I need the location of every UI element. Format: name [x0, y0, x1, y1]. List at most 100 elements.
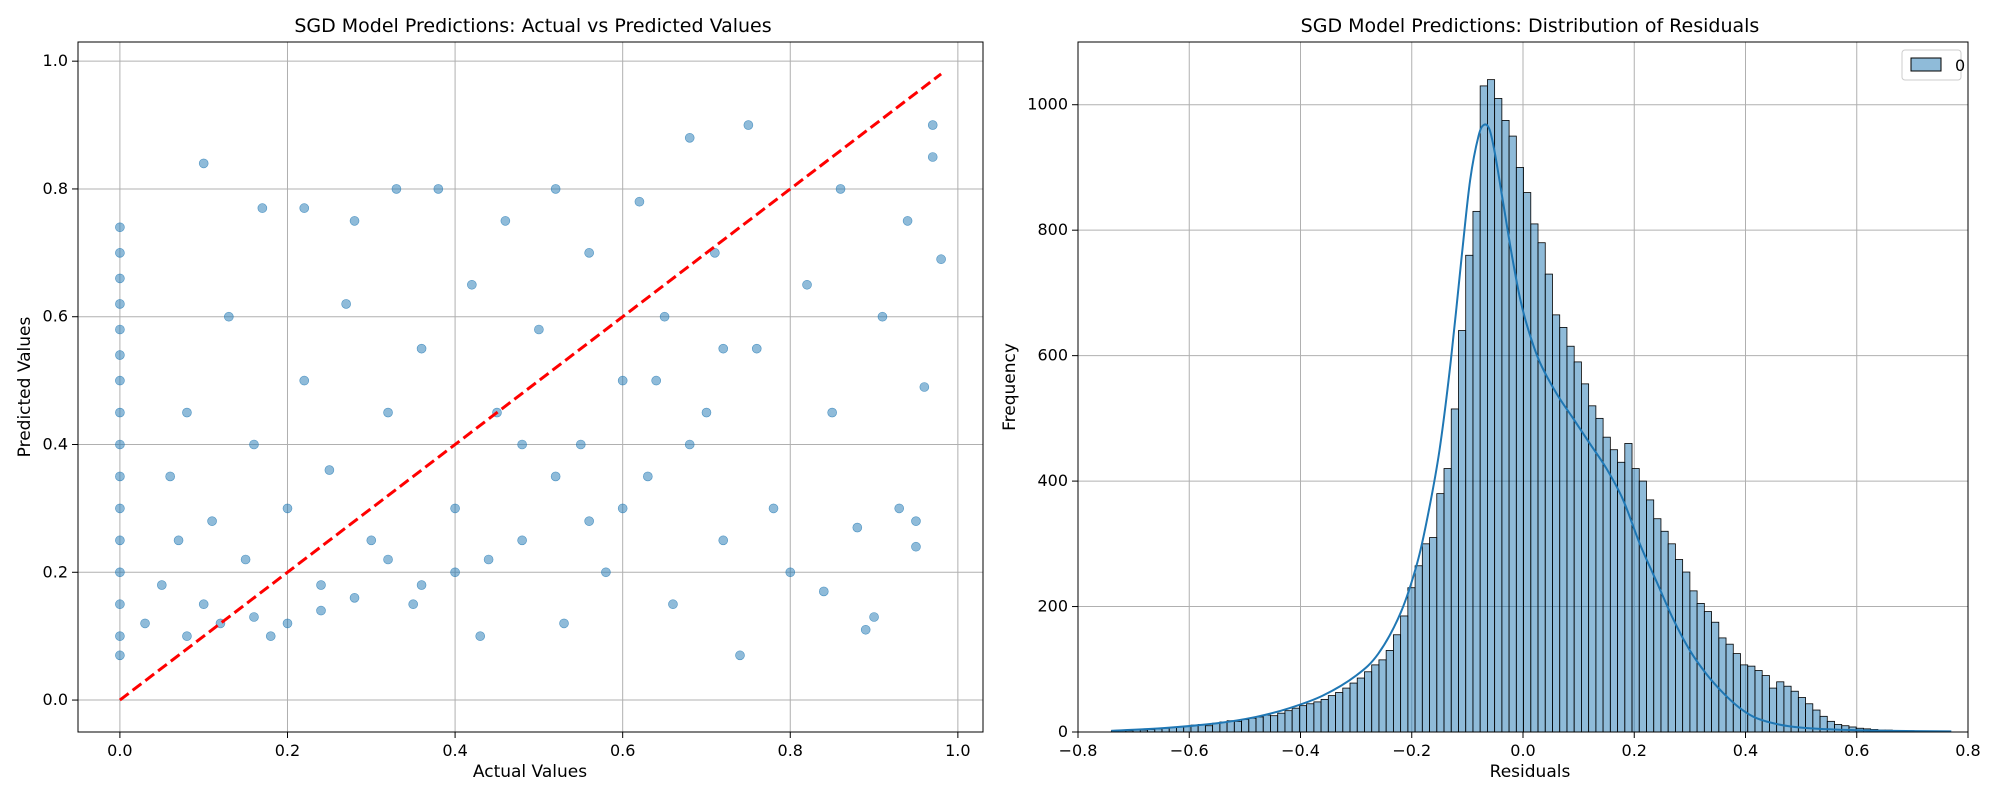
scatter-point	[643, 471, 653, 482]
scatter-point	[416, 580, 427, 590]
scatter-x-axis-label: Actual Values	[473, 762, 587, 782]
scatter-point	[894, 503, 905, 514]
histogram-bar	[1320, 698, 1329, 733]
histogram-y-ticks: 0 200 400 600 800 1000	[1027, 95, 1078, 741]
histogram-bar	[1284, 710, 1293, 733]
histogram-bar	[1407, 587, 1416, 733]
scatter-point	[559, 618, 569, 629]
scatter-point	[115, 631, 125, 641]
scatter-point	[156, 580, 167, 590]
scatter-point	[927, 152, 938, 162]
x-tick-label: 0.0	[1510, 741, 1535, 760]
y-tick-label: 0	[1058, 722, 1068, 741]
legend-swatch	[1910, 57, 1942, 72]
y-tick-label: 0.0	[43, 690, 68, 709]
scatter-panel: SGD Model Predictions: Actual vs Predict…	[15, 15, 984, 782]
histogram-bar	[1559, 327, 1568, 733]
scatter-point	[299, 203, 310, 213]
x-tick-label: 0.0	[107, 741, 132, 760]
scatter-point	[550, 471, 561, 482]
scatter-point	[316, 580, 326, 590]
scatter-point	[282, 503, 293, 514]
x-tick-label: −0.4	[1281, 741, 1320, 760]
scatter-point	[936, 254, 946, 265]
histogram-bar	[1631, 468, 1640, 733]
scatter-point	[483, 554, 494, 565]
histogram-bar	[1624, 443, 1633, 733]
scatter-point	[115, 299, 125, 309]
histogram-bar	[1306, 703, 1315, 733]
x-tick-label: 0.6	[610, 741, 635, 760]
scatter-grid	[78, 42, 983, 732]
histogram-bar	[1740, 664, 1749, 733]
y-tick-label: 1.0	[43, 51, 68, 70]
scatter-point	[115, 222, 125, 233]
histogram-bar	[1595, 417, 1604, 733]
histogram-bar	[1834, 724, 1843, 733]
scatter-point	[433, 184, 444, 194]
kde-curve	[1111, 123, 1952, 733]
x-tick-label: −0.2	[1392, 741, 1431, 760]
histogram-bar	[1262, 714, 1271, 733]
histogram-bar	[1508, 135, 1517, 733]
histogram-bar	[1277, 712, 1286, 733]
scatter-point	[500, 216, 511, 226]
scatter-point	[115, 650, 125, 661]
x-tick-label: 0.8	[1955, 741, 1980, 760]
legend-label: 0	[1955, 56, 1965, 75]
histogram-bar	[1364, 671, 1373, 733]
scatter-point	[257, 203, 268, 213]
y-tick-label: 400	[1037, 471, 1068, 490]
x-tick-label: 0.4	[442, 741, 467, 760]
x-tick-label: 0.4	[1733, 741, 1758, 760]
scatter-point	[115, 324, 125, 335]
histogram-bar	[1537, 242, 1546, 733]
scatter-point	[475, 631, 486, 641]
scatter-point	[668, 599, 678, 610]
histogram-bar	[1414, 565, 1423, 733]
histogram-bar	[1313, 701, 1322, 733]
scatter-point	[316, 605, 326, 616]
x-tick-label: −0.8	[1059, 741, 1098, 760]
scatter-point	[383, 554, 393, 565]
histogram-bar	[1255, 716, 1264, 733]
histogram-title: SGD Model Predictions: Distribution of R…	[1301, 15, 1760, 37]
scatter-point	[701, 407, 712, 418]
scatter-point	[743, 120, 754, 130]
histogram-bar	[1458, 330, 1467, 733]
histogram-bar	[1725, 643, 1734, 733]
x-tick-label: 0.8	[778, 741, 803, 760]
scatter-point	[802, 279, 812, 290]
scatter-point	[115, 599, 125, 610]
histogram-bar	[1443, 468, 1452, 733]
histogram-bar	[1241, 719, 1250, 733]
scatter-point	[299, 375, 310, 386]
scatter-point	[115, 535, 125, 546]
scatter-point	[115, 248, 125, 258]
scatter-point	[927, 120, 938, 130]
scatter-point	[207, 516, 217, 526]
scatter-point	[785, 567, 796, 578]
histogram-bar	[1682, 571, 1691, 733]
histogram-bar	[1378, 659, 1387, 733]
y-tick-label: 600	[1037, 346, 1068, 365]
histogram-kde-layer	[1111, 123, 1952, 733]
histogram-bar	[1566, 345, 1575, 733]
histogram-bar	[1400, 615, 1409, 733]
histogram-bar	[1349, 682, 1358, 733]
scatter-y-ticks: 0.0 0.2 0.4 0.6 0.8 1.0	[43, 51, 78, 709]
histogram-bar	[1436, 493, 1445, 733]
scatter-point	[575, 439, 586, 450]
scatter-point	[115, 273, 125, 284]
reference-line	[118, 72, 943, 702]
scatter-axes-frame	[77, 41, 984, 733]
histogram-bar	[1523, 192, 1532, 733]
scatter-x-ticks: 0.0 0.2 0.4 0.6 0.8 1.0	[107, 732, 971, 760]
histogram-bar	[1204, 725, 1214, 733]
histogram-bar	[1552, 314, 1561, 733]
y-tick-label: 1000	[1027, 95, 1068, 114]
histogram-bar	[1385, 650, 1394, 733]
scatter-point	[282, 618, 293, 629]
scatter-point	[115, 567, 125, 578]
scatter-point	[366, 535, 377, 546]
